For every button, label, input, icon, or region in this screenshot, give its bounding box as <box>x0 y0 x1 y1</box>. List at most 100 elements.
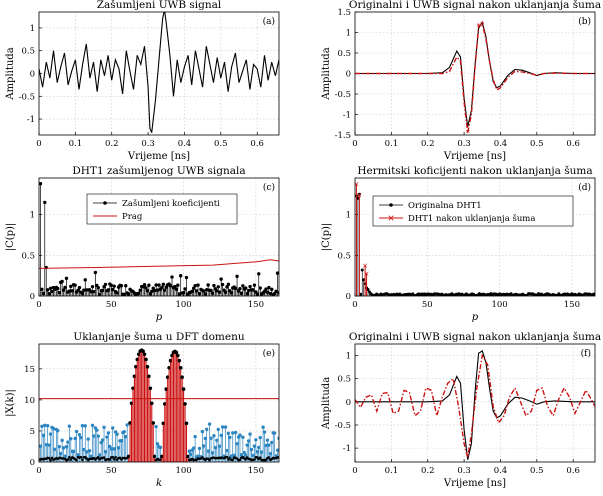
stem-marker <box>40 424 44 429</box>
y-axis-label: Amplituda <box>321 47 332 100</box>
stem-marker <box>76 288 80 292</box>
stem-marker <box>138 288 142 292</box>
stem-marker <box>270 440 274 445</box>
stem-marker <box>220 425 225 429</box>
chart-title: DHT1 zašumljenog UWB signala <box>72 165 245 177</box>
stem-marker <box>147 374 151 379</box>
stem-marker <box>251 453 255 458</box>
stem-marker <box>275 448 279 452</box>
stem-marker-clean <box>102 456 106 459</box>
x-tick-label: 0 <box>36 300 41 310</box>
stem-marker <box>73 436 77 441</box>
stem-marker <box>264 443 268 448</box>
stem-marker <box>251 288 255 292</box>
stem-marker <box>108 444 112 449</box>
stem-marker <box>235 442 239 446</box>
stem-marker <box>115 432 119 436</box>
series-marker: * <box>477 22 481 31</box>
stem-marker <box>152 454 157 459</box>
stem-marker <box>254 438 258 442</box>
stem-marker-x: × <box>354 181 360 189</box>
stem-marker <box>111 426 115 430</box>
stem-marker <box>154 424 158 429</box>
stem-marker <box>233 430 238 435</box>
stem-marker <box>39 444 43 448</box>
x-tick-label: 0 <box>352 139 357 149</box>
stem-marker <box>106 288 111 292</box>
stem-marker <box>170 275 174 279</box>
stem-marker <box>175 353 180 358</box>
stem-marker-clean <box>96 455 100 459</box>
x-tick-label: 0.3 <box>457 466 471 476</box>
stem-marker <box>109 283 113 288</box>
stem-marker <box>173 284 177 289</box>
panel-label: (f) <box>581 348 591 359</box>
y-tick-label: 0.5 <box>337 251 351 261</box>
x-tick-label: 0.5 <box>530 139 544 149</box>
stem-marker <box>223 290 228 295</box>
stem-marker <box>122 292 127 296</box>
stem-marker-x: × <box>364 270 370 278</box>
chart-title: Originalni i UWB signal nakon uklanjanja… <box>349 331 601 343</box>
stem-marker <box>359 292 363 296</box>
stem-marker <box>39 181 43 186</box>
y-tick-label: 0 <box>346 292 351 302</box>
plot-area: ×××× <box>354 181 595 296</box>
stem-marker <box>100 438 105 442</box>
stem-marker <box>119 439 124 443</box>
stem-marker <box>190 289 194 294</box>
stem-marker <box>235 274 239 279</box>
stem-marker <box>77 285 82 290</box>
stem-marker <box>267 443 271 447</box>
stem-marker <box>215 289 219 293</box>
stem-marker <box>45 288 50 292</box>
x-tick-label: 100 <box>491 300 507 310</box>
stem-marker <box>366 287 370 291</box>
stem-marker <box>174 350 179 355</box>
stem-marker <box>183 287 187 291</box>
legend-marker: × <box>387 214 395 224</box>
stem-marker <box>207 422 212 426</box>
stem-marker <box>257 445 261 450</box>
stem-marker <box>265 438 270 442</box>
stem-marker <box>148 292 153 296</box>
panel-label: (a) <box>263 16 275 27</box>
stem-marker <box>268 452 273 456</box>
panel-e: 0 50 100 150 0 5 10 15 Uklanjanje šuma u DFT dom… <box>5 331 280 489</box>
stem-marker <box>248 284 252 289</box>
stem-marker <box>116 446 121 450</box>
stem-marker <box>149 401 154 406</box>
x-tick-label: 0 <box>352 466 357 476</box>
stem-marker <box>145 289 150 293</box>
stem-marker <box>219 277 223 281</box>
stem-marker <box>193 284 197 288</box>
stem-marker <box>100 288 105 293</box>
stem-marker <box>223 425 228 429</box>
stem-marker <box>67 424 72 428</box>
stem-marker-clean <box>50 456 54 460</box>
series-line-denoised <box>355 353 595 458</box>
stem-marker <box>76 453 80 457</box>
y-tick-label: 0 <box>346 398 351 408</box>
x-tick-label: 0.2 <box>421 139 435 149</box>
plot-area <box>355 350 595 460</box>
stem-marker <box>157 283 161 287</box>
chart-title: Zašumljeni UWB signal <box>97 0 222 11</box>
y-tick-label: 1 <box>346 211 351 221</box>
stem-marker <box>196 283 200 287</box>
stem-marker <box>90 423 95 428</box>
stem-marker <box>43 200 47 205</box>
stem-marker <box>90 284 95 289</box>
stem-marker <box>168 284 173 288</box>
plot-area <box>39 12 279 133</box>
stem-marker <box>242 450 247 455</box>
stem-marker <box>187 449 192 453</box>
stem-marker <box>98 453 102 457</box>
stem-marker <box>151 421 156 425</box>
stem-marker <box>255 292 260 296</box>
stem-marker <box>53 447 57 452</box>
series-line-original <box>355 20 595 127</box>
y-tick-label: 1 <box>346 29 351 39</box>
stem-marker <box>178 365 183 370</box>
stem-marker <box>257 272 261 276</box>
